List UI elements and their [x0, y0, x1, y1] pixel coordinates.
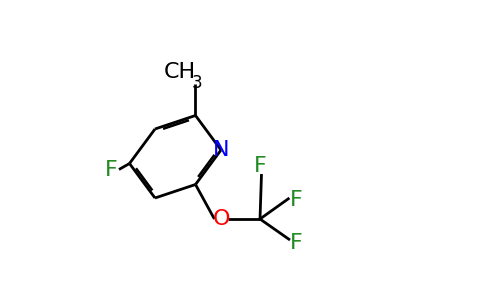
Text: CH: CH	[164, 62, 196, 82]
Text: F: F	[254, 157, 266, 176]
Text: F: F	[105, 160, 118, 179]
Text: 3: 3	[192, 74, 202, 92]
Text: O: O	[212, 209, 230, 229]
Text: N: N	[213, 140, 229, 160]
Text: F: F	[289, 233, 302, 253]
Text: F: F	[289, 190, 302, 209]
